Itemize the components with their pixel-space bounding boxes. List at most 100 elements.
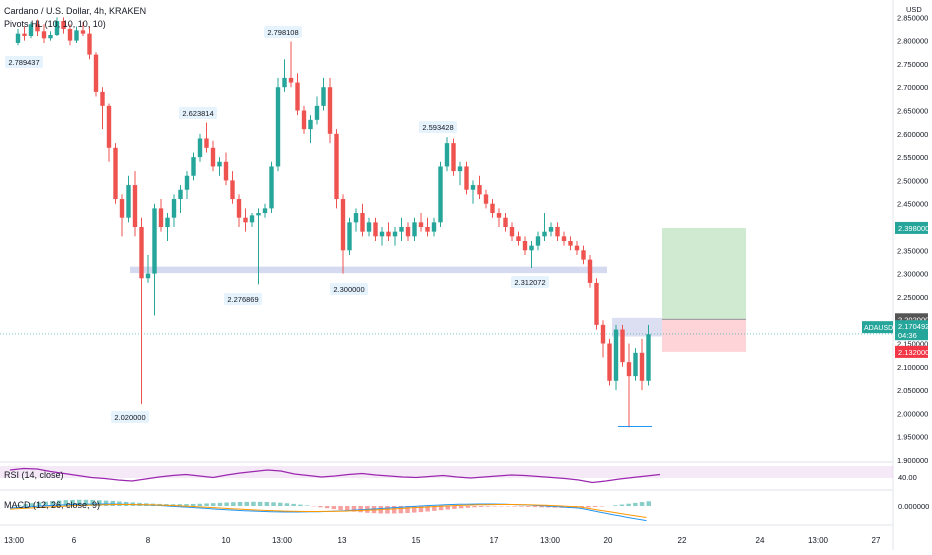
candle[interactable] [594,278,598,329]
macd-histogram-bar [285,503,290,506]
candle-body [458,166,462,171]
time-tick-label: 22 [678,536,687,545]
macd-histogram-bar [298,505,303,506]
target-price-tag[interactable]: 2.398000 [895,222,929,234]
macd-histogram-bar [412,506,417,513]
macd-histogram-bar [305,505,310,506]
candle[interactable] [347,218,351,255]
candle-body [120,199,124,218]
candle-body [367,222,371,231]
pivot-label[interactable]: 2.623814 [179,107,217,119]
macd-histogram-bar [600,506,605,507]
macd-histogram-bar [204,503,209,506]
time-tick-label: 10 [222,536,231,545]
candle-body [204,138,208,147]
macd-histogram-bar [626,504,631,506]
candle[interactable] [464,162,468,195]
candle[interactable] [269,162,273,213]
macd-histogram-bar [332,506,337,509]
candle-body [646,334,650,381]
price-tick-label: 2.450000 [897,200,928,209]
candle[interactable] [614,325,618,390]
support-zone[interactable] [130,267,607,274]
candle-body [16,34,20,43]
candle-body [165,218,169,227]
macd-histogram-bar [191,504,196,506]
candle[interactable] [451,138,455,175]
candle[interactable] [334,129,338,208]
macd-histogram-bar [513,506,518,507]
pivot-label[interactable]: 2.789437 [5,56,43,68]
candle-body [321,87,325,106]
target-price-tag-text: 2.398000 [898,224,929,233]
candle-body [198,138,202,157]
candle-body [536,236,540,245]
candle-body [133,185,137,227]
stop-price-tag[interactable]: 2.132000 [895,346,929,358]
rsi-indicator-legend[interactable]: RSI (14, close) [4,470,64,480]
candle-body [438,166,442,222]
pivot-label-text: 2.789437 [8,58,39,67]
macd-histogram-bar [486,506,491,507]
candle-body [107,106,111,148]
macd-histogram-bar [258,502,263,506]
pivot-indicator-legend[interactable]: Pivots HL (10, 10, 10, 10) [4,19,106,29]
target-zone[interactable] [662,228,746,319]
candle[interactable] [633,348,637,381]
candle-body [250,215,254,222]
macd-histogram-bar [198,504,203,506]
candle[interactable] [276,78,280,171]
candle-body [217,162,221,167]
last-price-text: 2.170492 [898,322,929,331]
price-tick-label: 1.900000 [897,456,928,465]
candle-body [328,87,332,134]
macd-histogram-bar [238,502,243,506]
candle-body [542,232,546,237]
candle[interactable] [438,162,442,227]
stop-zone[interactable] [662,319,746,352]
candle-body [445,143,449,166]
pivot-label[interactable]: 2.276869 [224,293,262,305]
candle-body [185,176,189,190]
candle[interactable] [588,255,592,288]
candle-body [68,29,72,41]
candle-body [22,34,26,36]
candle-body [451,143,455,171]
candle-body [607,344,611,381]
candle-body [490,204,494,213]
candle-body [412,222,416,236]
macd-histogram-bar [593,506,598,507]
price-tick-label: 2.250000 [897,293,928,302]
time-tick-label: 13:00 [4,536,25,545]
symbol-legend[interactable]: Cardano / U.S. Dollar, 4h, KRAKEN [4,6,146,16]
pivot-label[interactable]: 2.300000 [330,283,368,295]
price-tick-label: 1.950000 [897,433,928,442]
pivot-label[interactable]: 2.798108 [264,26,302,38]
candle-body [529,246,533,251]
price-tick-label: 2.550000 [897,153,928,162]
candle[interactable] [620,325,624,367]
pivot-label-text: 2.276869 [227,295,258,304]
candle-body [620,330,624,363]
candle-body [581,250,585,259]
candle[interactable] [328,78,332,143]
candle-body [269,166,273,208]
macd-indicator-legend[interactable]: MACD (12, 26, close, 9) [4,500,100,510]
pivot-label[interactable]: 2.020000 [111,411,149,423]
pivot-label[interactable]: 2.312072 [511,276,549,288]
candle-body [113,148,117,199]
candle-body [484,194,488,203]
pivot-label[interactable]: 2.593428 [419,121,457,133]
candle[interactable] [94,52,98,96]
candle-body [510,227,514,236]
macd-histogram-bar [358,506,363,512]
candle-body [315,106,319,120]
pivot-label-text: 2.798108 [267,28,298,37]
time-tick-label: 24 [756,536,765,545]
candle[interactable] [113,143,117,204]
candle-body [42,31,46,38]
candle[interactable] [607,339,611,386]
macd-histogram-bar [479,506,484,507]
